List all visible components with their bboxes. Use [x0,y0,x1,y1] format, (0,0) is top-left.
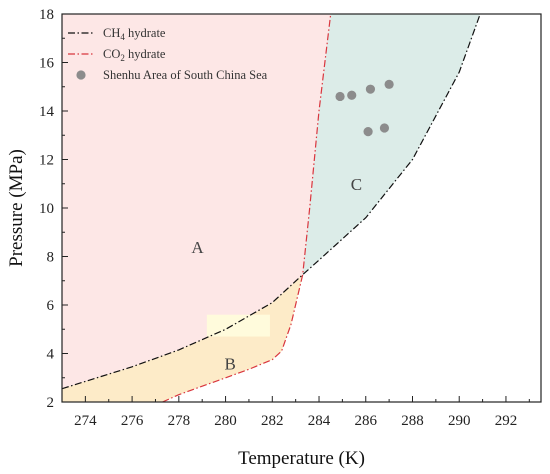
shenhu-data-point-3 [365,84,376,94]
curves-layer [62,14,481,402]
shenhu-data-point-6 [379,123,390,133]
ch4-hydrate-curve [62,14,481,390]
co2-hydrate-curve [162,14,332,402]
region-c-area [302,14,481,275]
x-tick-label-282: 282 [261,413,284,429]
x-tick-label-276: 276 [121,413,144,429]
x-tick-label-292: 292 [495,413,518,429]
y-tick-label-16: 16 [39,56,55,72]
region-label-b: B [225,355,236,374]
legend-label-shenhu: Shenhu Area of South China Sea [103,68,268,82]
legend-label-ch4: CH4 hydrate [103,26,166,42]
x-tick-label-290: 290 [448,413,471,429]
region-label-c: C [351,175,362,194]
x-tick-label-278: 278 [168,413,191,429]
shenhu-data-point-1 [335,91,345,102]
legend-swatch-shenhu [76,70,86,80]
y-axis-title: Pressure (MPa) [6,149,27,267]
x-axis-title: Temperature (K) [238,448,365,469]
x-tick-label-286: 286 [355,413,378,429]
y-axis: 2 4 6 8 10 12 14 16 18 [39,7,68,411]
shenhu-data-point-4 [384,79,394,89]
shenhu-data-point-5 [363,127,373,137]
x-axis: 274 276 278 280 282 284 286 288 290 292 [74,396,530,429]
region-label-a: A [191,238,204,257]
region-a-area [62,14,331,389]
y-tick-label-10: 10 [39,201,54,217]
legend: CH4 hydrate CO2 hydrate Shenhu Area of Sou… [68,26,268,82]
y-tick-label-8: 8 [47,250,55,266]
x-tick-label-274: 274 [74,413,97,429]
regions-layer [62,14,481,402]
region-b-highlight [206,314,270,337]
y-tick-label-18: 18 [39,7,54,23]
legend-label-co2: CO2 hydrate [103,47,166,63]
y-tick-label-14: 14 [39,104,55,120]
x-tick-label-280: 280 [214,413,237,429]
y-tick-label-2: 2 [47,395,55,411]
region-labels: A B C [191,175,362,373]
x-tick-label-288: 288 [401,413,424,429]
y-tick-label-4: 4 [47,347,55,363]
scatter-layer [335,79,394,137]
x-tick-label-284: 284 [308,413,331,429]
shenhu-data-point-2 [347,90,357,100]
y-tick-label-12: 12 [39,153,54,169]
region-b-area [62,274,303,402]
y-tick-label-6: 6 [47,298,55,314]
